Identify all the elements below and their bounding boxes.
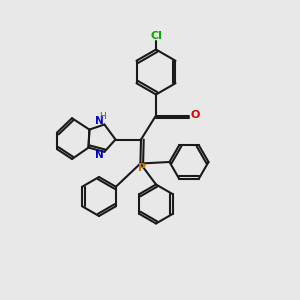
Text: N: N [94,116,103,127]
Text: P: P [138,163,146,173]
Text: O: O [191,110,200,121]
Text: H: H [100,112,106,121]
Text: N: N [94,150,103,160]
Text: Cl: Cl [150,31,162,41]
